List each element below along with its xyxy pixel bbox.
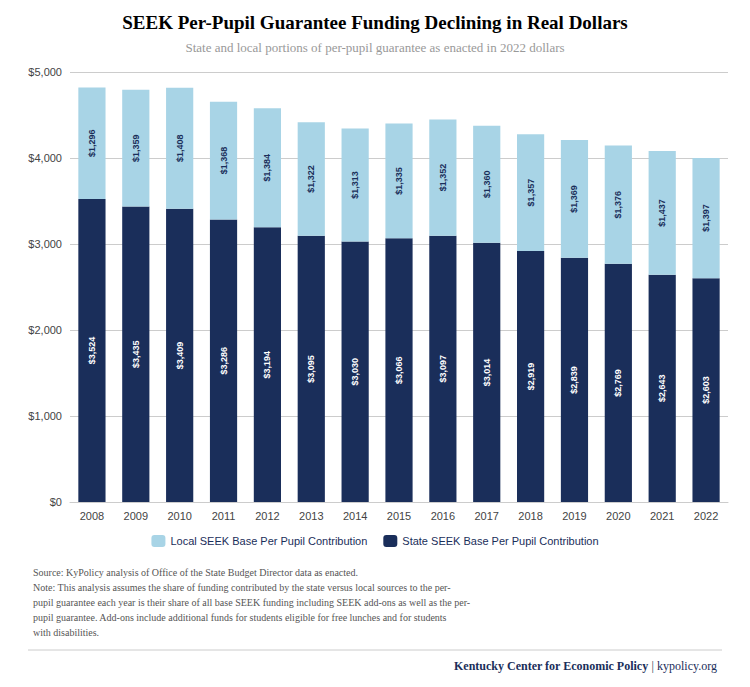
svg-text:State and local portions of pe: State and local portions of per-pupil gu… [185, 40, 564, 55]
svg-text:$1,437: $1,437 [657, 199, 667, 227]
svg-text:$2,643: $2,643 [657, 375, 667, 403]
svg-text:2010: 2010 [167, 510, 191, 522]
svg-text:SEEK Per-Pupil Guarantee Fundi: SEEK Per-Pupil Guarantee Funding Declini… [122, 12, 627, 33]
svg-text:$1,360: $1,360 [482, 171, 492, 199]
svg-text:2021: 2021 [650, 510, 674, 522]
svg-text:$1,313: $1,313 [350, 171, 360, 199]
svg-text:$3,194: $3,194 [262, 351, 272, 379]
svg-text:$3,030: $3,030 [350, 358, 360, 386]
svg-text:2013: 2013 [299, 510, 323, 522]
svg-text:2020: 2020 [606, 510, 630, 522]
svg-text:2016: 2016 [431, 510, 455, 522]
svg-text:$2,839: $2,839 [569, 366, 579, 394]
svg-text:2011: 2011 [212, 510, 236, 522]
svg-text:with disabilities.: with disabilities. [33, 627, 99, 638]
svg-text:$3,524: $3,524 [87, 337, 97, 365]
svg-text:2008: 2008 [80, 510, 104, 522]
svg-text:2009: 2009 [124, 510, 148, 522]
svg-text:$3,014: $3,014 [482, 359, 492, 387]
svg-text:$3,095: $3,095 [306, 355, 316, 383]
svg-text:2012: 2012 [255, 510, 279, 522]
svg-text:State SEEK Base Per Pupil Cont: State SEEK Base Per Pupil Contribution [402, 535, 598, 547]
svg-text:2015: 2015 [387, 510, 411, 522]
svg-text:$1,352: $1,352 [438, 164, 448, 192]
svg-text:| kypolicy.org: | kypolicy.org [649, 659, 717, 673]
svg-text:2017: 2017 [474, 510, 498, 522]
svg-text:$1,384: $1,384 [262, 154, 272, 182]
svg-text:2014: 2014 [343, 510, 367, 522]
svg-text:Source: KyPolicy analysis of O: Source: KyPolicy analysis of Office of t… [33, 567, 358, 578]
svg-text:$2,000: $2,000 [28, 324, 62, 336]
svg-text:Local SEEK Base Per Pupil Cont: Local SEEK Base Per Pupil Contribution [170, 535, 367, 547]
svg-text:pupil guarantee each year is t: pupil guarantee each year is their share… [33, 597, 470, 608]
svg-text:$1,397: $1,397 [701, 204, 711, 232]
svg-text:$1,335: $1,335 [394, 167, 404, 195]
svg-text:$2,919: $2,919 [526, 363, 536, 391]
svg-text:$1,322: $1,322 [306, 165, 316, 193]
svg-text:2019: 2019 [562, 510, 586, 522]
svg-text:$1,369: $1,369 [569, 185, 579, 213]
svg-text:$4,000: $4,000 [28, 152, 62, 164]
svg-text:$1,296: $1,296 [87, 129, 97, 157]
svg-text:Kentucky Center for Economic P: Kentucky Center for Economic Policy [454, 659, 648, 673]
svg-text:$0: $0 [50, 496, 62, 508]
svg-text:$3,435: $3,435 [131, 341, 141, 369]
svg-text:2022: 2022 [694, 510, 718, 522]
svg-text:$3,097: $3,097 [438, 355, 448, 383]
svg-text:$1,000: $1,000 [28, 410, 62, 422]
svg-text:pupil guarantee. Add-ons inclu: pupil guarantee. Add-ons include additio… [33, 612, 447, 623]
svg-text:$5,000: $5,000 [28, 66, 62, 78]
svg-text:$3,286: $3,286 [219, 347, 229, 375]
svg-text:Note: This analysis assumes th: Note: This analysis assumes the share of… [33, 582, 451, 593]
svg-text:$3,000: $3,000 [28, 238, 62, 250]
svg-text:$1,357: $1,357 [526, 179, 536, 207]
svg-text:$1,368: $1,368 [219, 147, 229, 175]
svg-text:2018: 2018 [518, 510, 542, 522]
svg-text:$1,359: $1,359 [131, 134, 141, 162]
svg-text:$2,769: $2,769 [613, 369, 623, 397]
svg-text:$1,376: $1,376 [613, 191, 623, 219]
svg-text:$3,409: $3,409 [175, 342, 185, 370]
svg-text:$1,408: $1,408 [175, 135, 185, 163]
svg-text:$2,603: $2,603 [701, 376, 711, 404]
svg-text:$3,066: $3,066 [394, 356, 404, 384]
